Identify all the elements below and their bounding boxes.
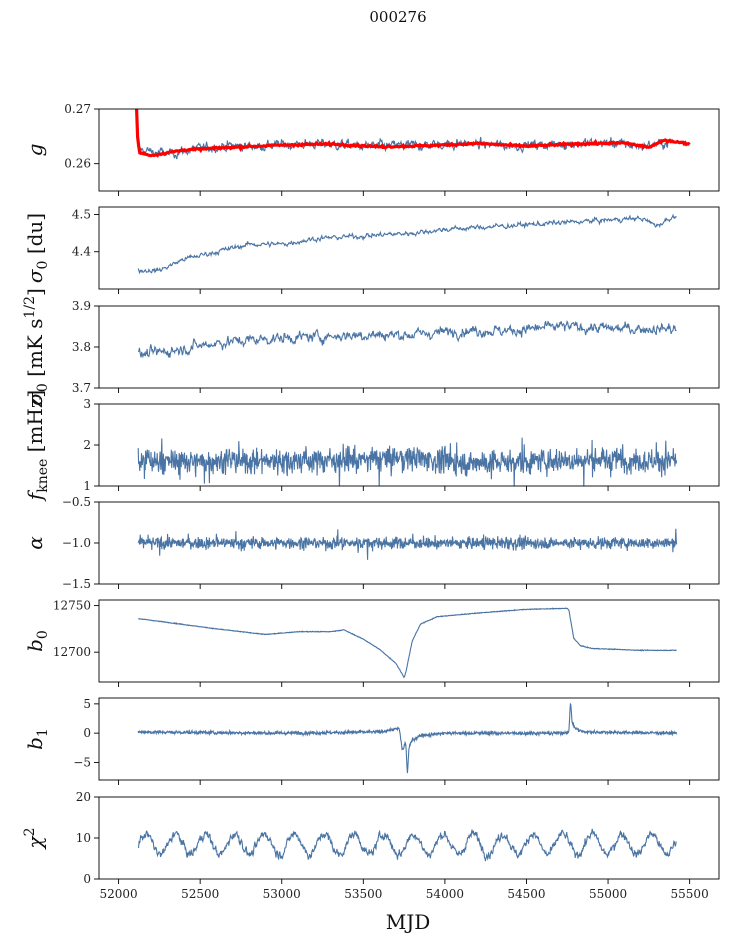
y-tick-label: 4.5 (72, 207, 91, 221)
y-tick-label: −0.5 (62, 495, 91, 509)
y-axis-label-alpha: α (23, 536, 47, 550)
x-tick-label: 52500 (181, 887, 219, 901)
y-tick-label: 3.8 (72, 340, 91, 354)
panels: 0.26 0.27 g 4.4 4.5 σ0 [du] 3.7 3.8 3.9 σ0 [mK s1… (22, 102, 720, 901)
panel-b0: 12700 12750 b0 (23, 599, 720, 687)
y-tick-label: 5 (83, 697, 91, 711)
y-axis-label-b0: b0 (23, 630, 51, 652)
series-line-g (137, 136, 674, 160)
series-line-b1 (137, 702, 678, 774)
x-tick-label: 54500 (507, 887, 545, 901)
y-tick-label: 10 (76, 831, 91, 845)
y-axis-label-b1: b1 (23, 728, 51, 750)
y-axis-label-sigma0: σ0 [du] (23, 213, 51, 283)
y-tick-label: 0 (83, 726, 91, 740)
panel-gain: 0.26 0.27 g (23, 102, 720, 196)
y-axis-label-gain: g (23, 144, 47, 157)
y-axis-label-white-noise: σ0 [mK s1/2] (22, 288, 51, 406)
x-tick-label: 55500 (671, 887, 709, 901)
figure-title: 000276 (369, 8, 426, 26)
x-axis-label: MJD (386, 910, 431, 934)
axes-frame (98, 206, 720, 290)
y-tick-label: 12700 (53, 645, 91, 659)
x-tick-label: 52000 (99, 887, 137, 901)
y-tick-label: −1.5 (62, 577, 91, 591)
axes-frame (98, 697, 720, 781)
y-tick-label: 20 (76, 790, 91, 804)
panel-fknee: 1 2 3 fknee [mHz] (23, 390, 720, 502)
y-tick-label: 0.27 (64, 102, 91, 116)
y-tick-label: 2 (83, 438, 91, 452)
panel-alpha: −1.5 −1.0 −0.5 α (23, 495, 720, 591)
y-tick-label: 0.26 (64, 157, 91, 171)
y-tick-label: 3.7 (72, 381, 91, 395)
y-tick-label: 1 (83, 479, 91, 493)
x-tick-label: 53000 (263, 887, 301, 901)
series-line-sigma0 (137, 213, 677, 275)
series-line-chi2 (137, 828, 677, 862)
y-tick-label: 12750 (53, 599, 91, 613)
axes-frame (98, 108, 720, 192)
series-line-sigma0-mK (137, 320, 677, 359)
y-tick-label: −5 (73, 755, 91, 769)
series-line-b0 (138, 607, 677, 679)
x-tick-label: 54000 (426, 887, 464, 901)
y-tick-label: 4.4 (72, 245, 91, 259)
series-line-fknee (137, 437, 678, 486)
y-axis-label-fknee: fknee [mHz] (23, 390, 51, 502)
series-line-g-fit (135, 109, 691, 158)
x-tick-label: 53500 (344, 887, 382, 901)
y-tick-label: 0 (83, 872, 91, 886)
y-tick-label: 3 (83, 397, 91, 411)
series-line-alpha (137, 528, 678, 560)
axes-frame (98, 403, 720, 487)
y-tick-label: 3.9 (72, 299, 91, 313)
panel-chi2: 0 10 20 52000 52500 53000 53500 54000 54500 55000… (22, 790, 720, 901)
y-axis-label-chi2: χ2 (22, 827, 47, 850)
axes-frame (98, 599, 720, 683)
x-tick-label: 55000 (589, 887, 627, 901)
panel-sigma0: 4.4 4.5 σ0 [du] (23, 206, 720, 294)
panel-white-noise: 3.7 3.8 3.9 σ0 [mK s1/2] (22, 288, 720, 406)
panel-b1: −5 0 5 b1 (23, 697, 720, 785)
y-tick-label: −1.0 (62, 536, 91, 550)
